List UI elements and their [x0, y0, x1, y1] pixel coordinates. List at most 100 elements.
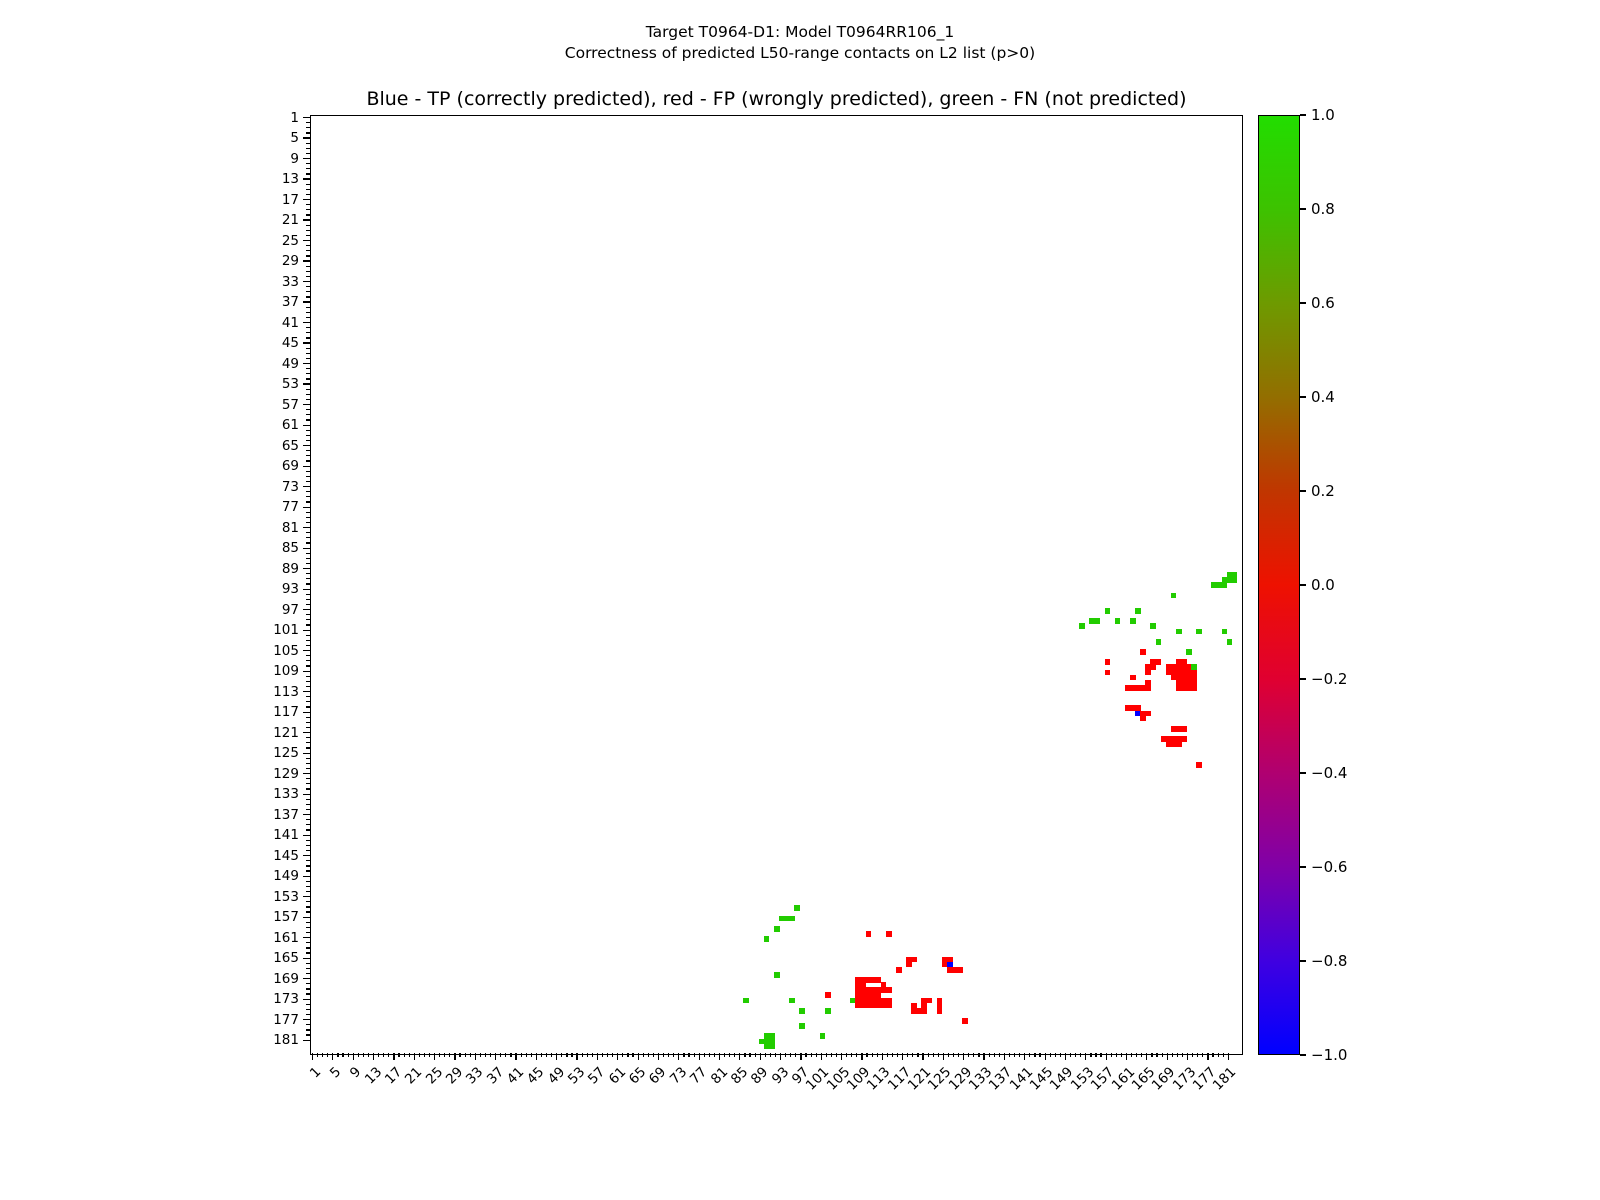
contact-cell-fp [1170, 674, 1177, 681]
x-axis-tick-minor [1034, 1053, 1036, 1057]
colorbar-tick-label: −0.4 [1311, 764, 1348, 782]
contact-cell-fp [855, 982, 862, 988]
x-axis-tick-major [759, 1053, 761, 1060]
contact-cell-fp [855, 997, 862, 1004]
y-axis-tick-major [303, 342, 310, 344]
x-axis-tick-minor [866, 1053, 868, 1057]
x-axis-tick-minor [607, 1053, 609, 1057]
contact-cell-fp [1150, 659, 1157, 666]
contact-cell-fp [860, 992, 867, 999]
contact-cell-fp [1140, 684, 1146, 691]
contact-cell-fp [1180, 674, 1187, 681]
x-axis-tick-minor [703, 1053, 705, 1057]
figure-title-block: Target T0964-D1: Model T0964RR106_1 Corr… [0, 22, 1600, 64]
contact-map-plot[interactable] [310, 115, 1243, 1055]
y-axis-tick-label: 169 [273, 970, 299, 987]
y-axis-tick-major [303, 178, 310, 180]
x-axis-tick-minor [1222, 1053, 1224, 1057]
x-axis-tick-minor [1120, 1053, 1123, 1057]
x-axis-tick-minor [1039, 1053, 1041, 1057]
y-axis-tick-label: 13 [281, 171, 299, 188]
y-axis-tick-minor [306, 142, 310, 144]
y-axis-tick-label: 113 [273, 683, 299, 700]
x-axis-tick-minor [1095, 1053, 1097, 1057]
contact-cell-fp [1160, 736, 1167, 742]
contact-cell-fn [1216, 582, 1223, 589]
x-axis-tick-minor [1075, 1053, 1077, 1057]
x-axis-tick-minor [998, 1053, 1000, 1057]
y-axis-tick-minor [306, 1024, 310, 1026]
contact-cell-fp [880, 997, 887, 1004]
y-axis-tick-minor [306, 388, 310, 390]
y-axis-tick-minor [306, 860, 310, 862]
y-axis-tick-minor [306, 542, 310, 544]
contact-cell-fp [1124, 705, 1131, 712]
x-axis-tick-major [393, 1053, 395, 1060]
figure-title-line-2: Correctness of predicted L50-range conta… [564, 44, 1036, 62]
y-axis-tick-minor [306, 767, 310, 770]
y-axis-tick-minor [306, 1003, 310, 1005]
x-axis-tick-minor [591, 1053, 593, 1057]
y-axis-tick-label: 89 [281, 560, 299, 577]
colorbar-gradient [1259, 116, 1299, 1054]
contact-cell-fp [896, 966, 902, 973]
x-axis-tick-minor [1115, 1053, 1117, 1057]
contact-cell-fp [1191, 679, 1197, 686]
x-axis-tick-major [352, 1053, 354, 1060]
contact-cell-fn [799, 1007, 806, 1014]
x-axis-tick-minor [1100, 1053, 1102, 1057]
y-axis-tick-minor [306, 993, 310, 995]
y-axis-tick-minor [306, 890, 310, 893]
y-axis-tick-minor [306, 552, 310, 554]
y-axis-tick-label: 141 [273, 827, 299, 844]
y-axis-tick-minor [306, 311, 310, 313]
colorbar[interactable]: 1.0 0.8 0.6 0.4 0.2 0.0 −0.2 −0.4 −0.6 −0.8 −1.0 [1258, 106, 1347, 1064]
y-axis-tick-label: 153 [273, 888, 299, 905]
y-axis-tick-major [303, 383, 310, 385]
contact-cell-fp [870, 992, 877, 999]
y-axis-tick-minor [306, 306, 310, 308]
x-axis-tick-minor [932, 1053, 934, 1057]
y-axis-tick-minor [306, 373, 310, 375]
x-axis-tick-major [637, 1053, 639, 1060]
x-axis-tick-major [678, 1053, 680, 1060]
x-axis-tick-minor [469, 1053, 471, 1057]
y-axis-tick-major [303, 711, 310, 713]
y-axis-tick-label: 97 [281, 601, 299, 618]
y-axis-tick-minor [306, 829, 310, 831]
y-axis-tick-minor [306, 747, 310, 749]
contact-cell-fp [1155, 659, 1162, 666]
y-axis-tick-minor [306, 368, 310, 370]
y-axis-tick-major [303, 691, 310, 693]
y-axis-tick-minor [306, 521, 310, 524]
y-axis-tick-minor [306, 885, 310, 887]
x-axis-tick-minor [449, 1053, 451, 1057]
y-axis-tick-major [303, 998, 310, 1000]
y-axis-tick-label: 61 [281, 417, 299, 434]
contact-cell-fp [926, 997, 933, 1004]
colorbar-frame [1258, 115, 1300, 1055]
y-axis-tick-minor [306, 824, 310, 826]
x-axis-tick-major [1125, 1053, 1128, 1060]
y-axis-tick-minor [306, 665, 310, 667]
x-axis-tick-minor [1161, 1053, 1163, 1057]
y-axis-tick-major [303, 773, 310, 775]
y-axis-tick-minor [306, 224, 310, 226]
contact-cell-fn [1196, 628, 1202, 635]
y-axis-tick-minor [306, 942, 310, 944]
contact-cell-fp [1140, 715, 1146, 722]
contact-cell-fp [870, 997, 877, 1004]
contact-cell-fn [1231, 572, 1238, 578]
contact-cell-fn [784, 915, 790, 922]
colorbar-tick [1300, 678, 1306, 680]
x-axis-tick-minor [490, 1053, 492, 1057]
contact-cell-fp [1165, 736, 1172, 742]
colorbar-tick [1300, 1054, 1306, 1056]
y-axis-tick-minor [306, 204, 310, 206]
contact-cell-fp [1170, 664, 1177, 671]
x-axis-tick-minor [510, 1053, 512, 1057]
x-axis-tick-label: 9 [347, 1064, 365, 1082]
contact-cell-fp [1135, 684, 1141, 691]
y-axis-tick-minor [306, 152, 310, 155]
x-axis-tick-minor [337, 1053, 339, 1057]
